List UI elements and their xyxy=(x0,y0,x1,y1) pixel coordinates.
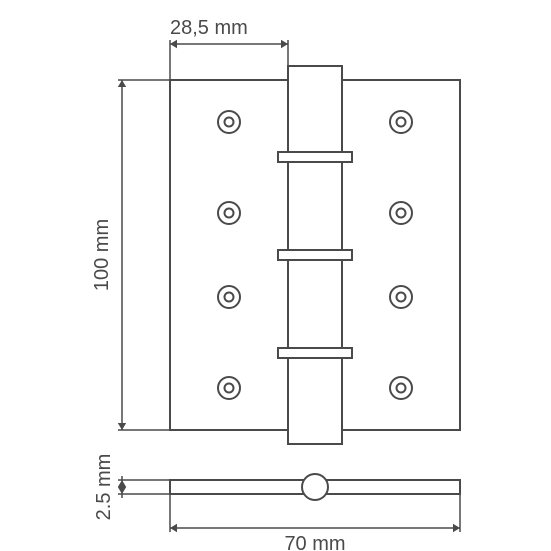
arrowhead xyxy=(170,524,177,532)
hole-left-1 xyxy=(218,202,240,224)
hole-right-3 xyxy=(390,377,412,399)
arrowhead xyxy=(118,480,126,487)
hole-right-0 xyxy=(390,111,412,133)
knuckle-band-1 xyxy=(278,250,352,260)
hole-right-3-inner xyxy=(397,384,406,393)
dim-label-leaf-width: 28,5 mm xyxy=(170,17,248,39)
dim-label-total-width: 70 mm xyxy=(284,533,345,551)
hole-right-1 xyxy=(390,202,412,224)
hole-right-2 xyxy=(390,286,412,308)
arrowhead xyxy=(281,40,288,48)
side-view-pin xyxy=(302,474,328,500)
hole-right-0-inner xyxy=(397,118,406,127)
dim-label-thickness: 2.5 mm xyxy=(93,454,115,521)
hole-left-2 xyxy=(218,286,240,308)
hole-left-0 xyxy=(218,111,240,133)
hole-left-1-inner xyxy=(225,209,234,218)
hole-left-3 xyxy=(218,377,240,399)
arrowhead xyxy=(170,40,177,48)
arrowhead xyxy=(118,80,126,87)
hole-right-1-inner xyxy=(397,209,406,218)
hole-right-2-inner xyxy=(397,293,406,302)
hole-left-2-inner xyxy=(225,293,234,302)
hole-left-3-inner xyxy=(225,384,234,393)
dim-label-height: 100 mm xyxy=(91,219,113,291)
arrowhead xyxy=(453,524,460,532)
knuckle-band-2 xyxy=(278,348,352,358)
hole-left-0-inner xyxy=(225,118,234,127)
arrowhead xyxy=(118,487,126,494)
knuckle-band-0 xyxy=(278,152,352,162)
arrowhead xyxy=(118,423,126,430)
